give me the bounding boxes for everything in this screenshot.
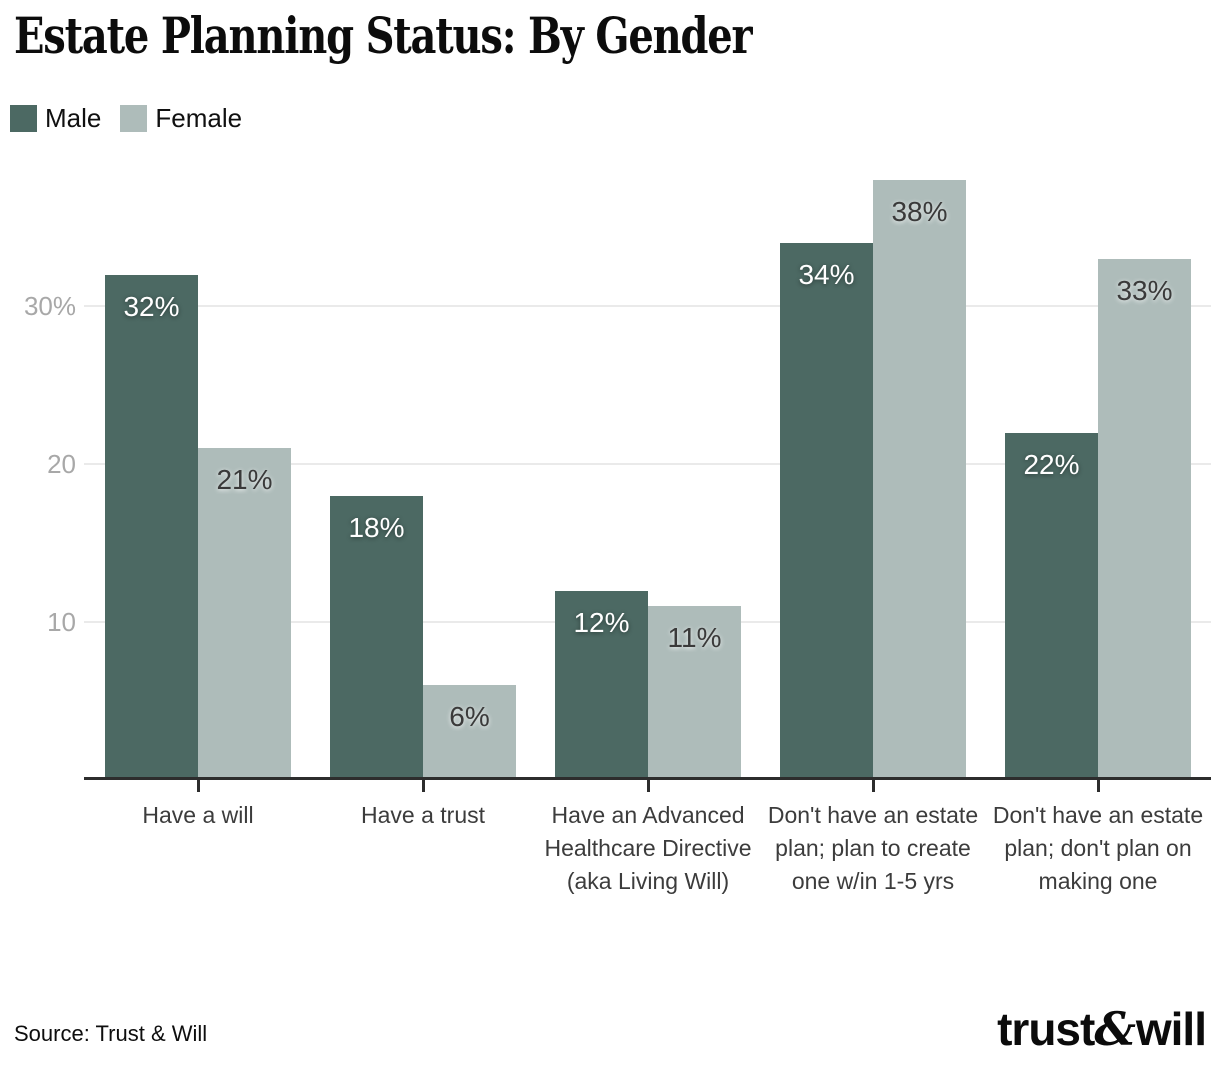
logo-ampersand: & [1094, 1002, 1136, 1056]
trust-and-will-logo: trust&will [997, 1002, 1207, 1056]
bar-female-0: 21% [198, 448, 291, 780]
bar-female-3: 38% [873, 180, 966, 780]
page-title: Estate Planning Status: By Gender [14, 6, 753, 65]
gridline [84, 463, 1211, 466]
x-axis-label: Have an Advanced Healthcare Directive (a… [544, 802, 752, 894]
bar-value-label: 22% [1023, 449, 1080, 480]
bar-male-3: 34% [780, 243, 873, 780]
bar-female-1: 6% [423, 685, 516, 780]
legend: Male Female [10, 103, 242, 134]
x-axis-label: Don't have an estate plan; don't plan on… [992, 802, 1204, 894]
bar-value-label: 6% [449, 701, 490, 732]
x-axis-label: Don't have an estate plan; plan to creat… [767, 802, 979, 894]
bar-male-0: 32% [105, 275, 198, 780]
axis-tick [422, 780, 425, 792]
legend-swatch-male [10, 105, 37, 132]
x-axis-label: Have a trust [361, 802, 485, 828]
legend-label: Male [45, 103, 102, 133]
axis-tick [647, 780, 650, 792]
bar-female-2: 11% [648, 606, 741, 780]
y-axis-label: 30% [23, 291, 76, 322]
bar-value-label: 11% [667, 622, 722, 653]
logo-text-pre: trust [997, 1003, 1095, 1055]
bar-value-label: 21% [216, 464, 273, 495]
bar-value-label: 34% [798, 259, 855, 290]
bar-female-4: 33% [1098, 259, 1191, 780]
legend-swatch-female [120, 105, 148, 132]
legend-label: Female [155, 103, 243, 133]
y-axis-label: 10 [47, 607, 76, 638]
axis-tick [872, 780, 875, 792]
bar-value-label: 12% [573, 607, 630, 638]
bar-value-label: 33% [1116, 275, 1173, 306]
x-axis-line [84, 777, 1211, 780]
bar-male-1: 18% [330, 496, 423, 780]
source-note: Source: Trust & Will [14, 1021, 208, 1046]
bar-male-4: 22% [1005, 433, 1098, 780]
bar-value-label: 18% [348, 512, 405, 543]
gridline [84, 305, 1211, 308]
logo-text-post: will [1135, 1003, 1207, 1055]
axis-tick [197, 780, 200, 792]
bar-value-label: 32% [123, 291, 180, 322]
legend-item-female: Female [120, 103, 242, 134]
x-axis-label: Have a will [142, 802, 254, 828]
axis-tick [1097, 780, 1100, 792]
legend-item-male: Male [10, 103, 101, 134]
y-axis-label: 20 [47, 449, 76, 480]
bar-value-label: 38% [891, 196, 948, 227]
bar-male-2: 12% [555, 591, 648, 780]
